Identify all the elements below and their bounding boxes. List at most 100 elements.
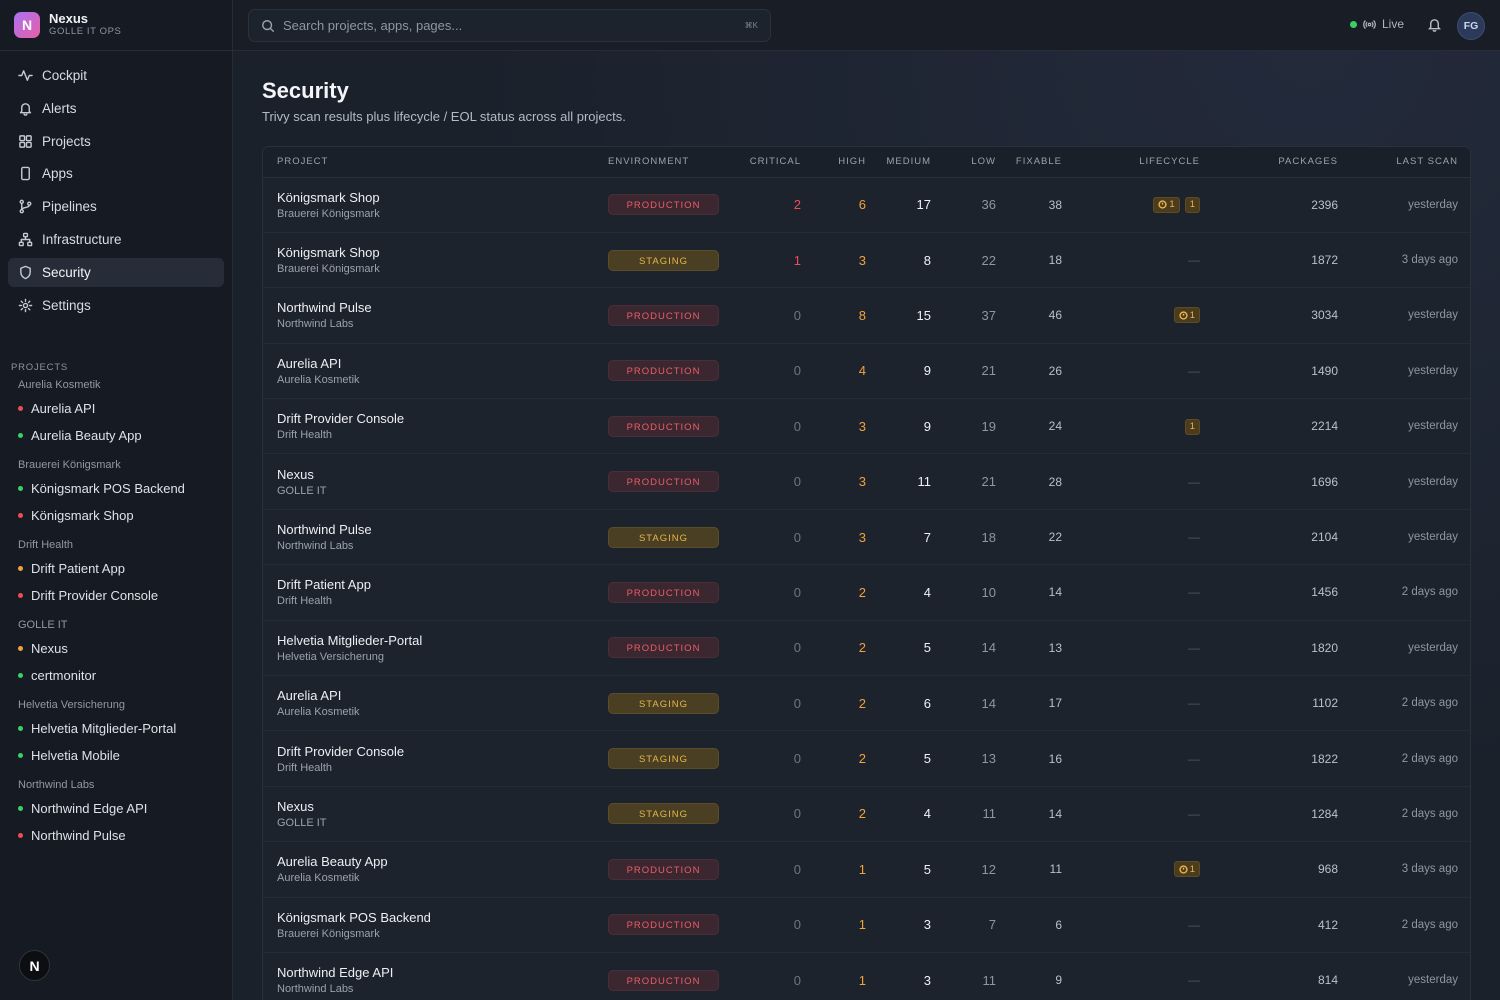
table-row[interactable]: Nexus GOLLE IT PRODUCTION 0 3 11 21 28 —… [263,454,1470,510]
project-client: Brauerei Königsmark [277,263,380,276]
project-cell[interactable]: Aurelia API Aurelia Kosmetik [263,343,608,398]
sidebar-project-item[interactable]: Helvetia Mitglieder-Portal [18,715,232,742]
last-scan: 2 days ago [1401,807,1458,820]
high-count: 2 [858,640,866,656]
nav-item-pipelines[interactable]: Pipelines [8,192,224,221]
project-cell[interactable]: Northwind Pulse Northwind Labs [263,509,608,564]
table-row[interactable]: Nexus GOLLE IT STAGING 0 2 4 11 14 — 128… [263,786,1470,842]
sidebar-project-item[interactable]: Königsmark Shop [18,502,232,529]
column-header-last-scan[interactable]: LAST SCAN [1338,147,1470,178]
packages-count: 814 [1317,973,1338,988]
project-cell[interactable]: Königsmark POS Backend Brauerei Königsma… [263,897,608,952]
lifecycle-cell: 1 [1062,288,1200,343]
project-cell[interactable]: Drift Provider Console Drift Health [263,731,608,786]
nav-item-infrastructure[interactable]: Infrastructure [8,225,224,254]
project-cell[interactable]: Königsmark Shop Brauerei Königsmark [263,177,608,232]
notifications-button[interactable] [1427,17,1442,32]
project-cell[interactable]: Aurelia Beauty App Aurelia Kosmetik [263,842,608,897]
project-cell[interactable]: Königsmark Shop Brauerei Königsmark [263,232,608,287]
fixable-count: 16 [1048,751,1062,766]
project-name[interactable]: Königsmark Shop [277,245,380,261]
project-cell[interactable]: Drift Patient App Drift Health [263,565,608,620]
sidebar-project-item[interactable]: Königsmark POS Backend [18,475,232,502]
project-name[interactable]: Nexus [277,798,314,814]
search-icon [262,19,275,32]
lifecycle-count: 1 [1189,199,1195,211]
lifecycle-badge[interactable]: 1 [1184,196,1200,213]
sidebar-project-item[interactable]: Drift Patient App [18,555,232,582]
table-row[interactable]: Helvetia Mitglieder-Portal Helvetia Vers… [263,620,1470,676]
column-header-lifecycle[interactable]: LIFECYCLE [1062,147,1200,178]
project-name[interactable]: Aurelia API [277,355,342,371]
column-header-high[interactable]: HIGH [801,147,866,178]
lifecycle-badge[interactable]: 1 [1184,418,1200,435]
project-cell[interactable]: Helvetia Mitglieder-Portal Helvetia Vers… [263,620,608,675]
user-avatar[interactable]: FG [1457,12,1485,40]
project-name[interactable]: Drift Provider Console [277,411,405,427]
project-cell[interactable]: Northwind Edge API Northwind Labs [263,952,608,1000]
project-cell[interactable]: Nexus GOLLE IT [263,786,608,841]
sidebar-project-item[interactable]: Helvetia Mobile [18,742,232,769]
project-name[interactable]: Northwind Pulse [277,300,372,316]
nav-item-projects[interactable]: Projects [8,127,224,156]
project-name[interactable]: Northwind Pulse [277,522,372,538]
table-row[interactable]: Northwind Edge API Northwind Labs PRODUC… [263,952,1470,1000]
column-header-packages[interactable]: PACKAGES [1200,147,1338,178]
column-header-medium[interactable]: MEDIUM [866,147,931,178]
project-name[interactable]: Königsmark Shop [277,189,380,205]
eol-warning-badge[interactable]: 1 [1153,196,1180,213]
project-name[interactable]: Drift Patient App [277,577,371,593]
brand[interactable]: N Nexus GOLLE IT OPS [0,0,232,51]
table-row[interactable]: Aurelia API Aurelia Kosmetik PRODUCTION … [263,343,1470,399]
table-row[interactable]: Königsmark Shop Brauerei Königsmark PROD… [263,177,1470,233]
table-row[interactable]: Drift Patient App Drift Health PRODUCTIO… [263,565,1470,621]
sidebar-project-item[interactable]: certmonitor [18,662,232,689]
nav-item-settings[interactable]: Settings [8,291,224,320]
nav-item-alerts[interactable]: Alerts [8,94,224,123]
table-row[interactable]: Königsmark Shop Brauerei Königsmark STAG… [263,232,1470,288]
live-indicator[interactable]: Live [1349,17,1404,31]
eol-warning-badge[interactable]: 1 [1173,307,1200,324]
project-name[interactable]: Helvetia Mitglieder-Portal [277,632,423,648]
table-row[interactable]: Drift Provider Console Drift Health PROD… [263,399,1470,454]
column-header-fixable[interactable]: FIXABLE [996,147,1062,178]
project-cell[interactable]: Northwind Pulse Northwind Labs [263,288,608,343]
sidebar-project-item[interactable]: Northwind Pulse [18,822,232,849]
column-header-low[interactable]: LOW [931,147,996,178]
column-header-environment[interactable]: ENVIRONMENT [608,147,736,178]
column-header-critical[interactable]: CRITICAL [736,147,801,178]
search-input[interactable] [283,18,723,33]
nav-item-security[interactable]: Security [8,257,224,287]
sidebar-project-item[interactable]: Aurelia Beauty App [18,422,232,449]
eol-warning-badge[interactable]: 1 [1173,861,1200,878]
sidebar-project-item[interactable]: Drift Provider Console [18,582,232,609]
project-name[interactable]: Nexus [277,466,314,482]
project-name[interactable]: Drift Provider Console [277,743,405,759]
nav-item-label: Apps [42,166,73,182]
project-cell[interactable]: Nexus GOLLE IT [263,454,608,509]
nav-item-apps[interactable]: Apps [8,159,224,188]
sidebar-project-item[interactable]: Nexus [18,635,232,662]
table-row[interactable]: Northwind Pulse Northwind Labs STAGING 0… [263,509,1470,565]
lifecycle-cell: — [1062,565,1200,620]
project-name[interactable]: Northwind Edge API [277,965,394,981]
project-name[interactable]: Aurelia API [277,688,342,704]
medium-count: 5 [923,861,931,877]
project-name[interactable]: Aurelia Beauty App [277,854,388,870]
sidebar-project-item[interactable]: Aurelia API [18,395,232,422]
nextjs-badge[interactable]: N [19,950,50,981]
sidebar-project-item[interactable]: Northwind Edge API [18,795,232,822]
table-row[interactable]: Drift Provider Console Drift Health STAG… [263,731,1470,787]
search-box[interactable]: ⌘K [248,9,771,42]
project-client: Aurelia Kosmetik [277,373,360,386]
table-row[interactable]: Aurelia API Aurelia Kosmetik STAGING 0 2… [263,676,1470,731]
table-row[interactable]: Aurelia Beauty App Aurelia Kosmetik PROD… [263,842,1470,898]
nav-item-cockpit[interactable]: Cockpit [8,61,224,90]
status-dot [18,725,23,731]
table-row[interactable]: Königsmark POS Backend Brauerei Königsma… [263,897,1470,953]
project-cell[interactable]: Drift Provider Console Drift Health [263,399,608,454]
column-header-project[interactable]: PROJECT [263,147,608,178]
project-name[interactable]: Königsmark POS Backend [277,909,431,925]
project-cell[interactable]: Aurelia API Aurelia Kosmetik [263,676,608,731]
table-row[interactable]: Northwind Pulse Northwind Labs PRODUCTIO… [263,288,1470,344]
